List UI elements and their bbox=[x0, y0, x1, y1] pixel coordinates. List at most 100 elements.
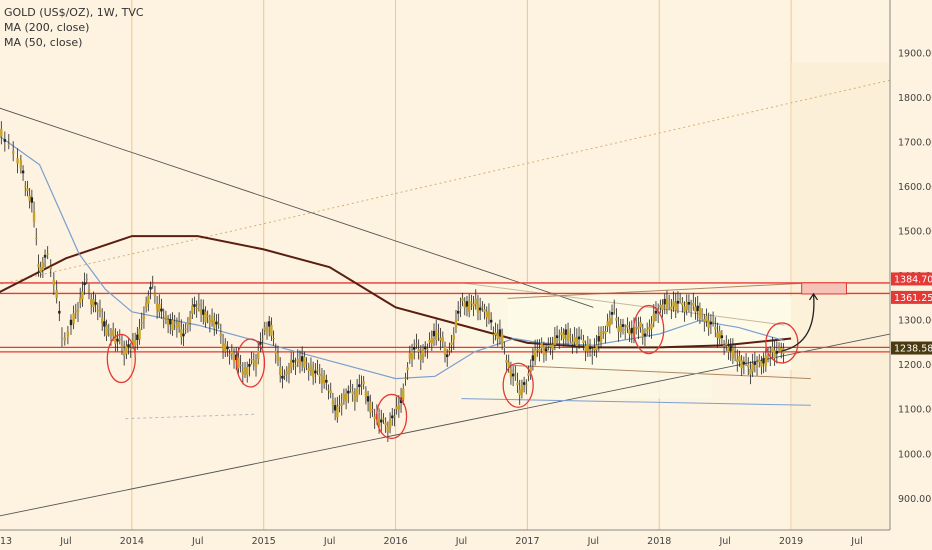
channel-line bbox=[461, 282, 785, 326]
candle-body bbox=[424, 346, 427, 350]
legend-symbol: GOLD (US$/OZ), 1W, TVC bbox=[4, 6, 144, 19]
candle-body bbox=[142, 316, 146, 319]
candle-body bbox=[582, 340, 585, 343]
candle-body bbox=[558, 339, 561, 341]
channel-line bbox=[507, 282, 811, 299]
candle-body bbox=[753, 362, 757, 365]
candle-body bbox=[164, 316, 168, 319]
candle-body bbox=[342, 394, 346, 400]
candle-body bbox=[158, 304, 161, 313]
candle-body bbox=[316, 369, 319, 371]
candle-body bbox=[764, 355, 768, 367]
candle-body bbox=[118, 339, 121, 341]
candle-body bbox=[246, 366, 249, 376]
y-tick-label: 1800.00 bbox=[898, 93, 932, 104]
candle-body bbox=[195, 308, 198, 310]
candle-body bbox=[32, 211, 36, 223]
candle-body bbox=[577, 336, 581, 340]
candle-body bbox=[180, 329, 183, 338]
candle-body bbox=[549, 344, 552, 348]
candle-body bbox=[120, 344, 124, 348]
candle-body bbox=[564, 329, 568, 335]
annotation-circle bbox=[235, 338, 266, 388]
candle-body bbox=[494, 332, 497, 336]
candle-body bbox=[276, 355, 280, 361]
candle-body bbox=[602, 331, 605, 333]
candle-body bbox=[463, 302, 466, 308]
candle-body bbox=[107, 329, 110, 331]
candle-body bbox=[683, 306, 686, 312]
candle-body bbox=[621, 324, 625, 327]
candle-body bbox=[771, 346, 774, 353]
x-tick-label: Jul bbox=[850, 536, 862, 547]
y-tick-label: 1900.00 bbox=[898, 48, 932, 59]
candle-body bbox=[406, 367, 409, 371]
candle-body bbox=[358, 384, 361, 388]
candle-body bbox=[307, 368, 310, 371]
candle-body bbox=[272, 338, 275, 340]
future-area bbox=[791, 62, 890, 531]
candle-body bbox=[441, 336, 445, 343]
candle-body bbox=[382, 418, 385, 420]
candle-body bbox=[505, 360, 508, 363]
candle-body bbox=[419, 354, 423, 361]
candle-body bbox=[714, 326, 717, 330]
candle-body bbox=[395, 406, 398, 410]
candle-body bbox=[459, 307, 462, 309]
candle-body bbox=[353, 395, 357, 401]
candle-body bbox=[575, 338, 579, 347]
candle-body bbox=[3, 139, 7, 142]
candle-body bbox=[133, 340, 137, 346]
candle-body bbox=[670, 306, 673, 310]
candle-body bbox=[114, 335, 117, 344]
candle-body bbox=[197, 303, 201, 307]
candle-body bbox=[538, 348, 541, 352]
candle-body bbox=[318, 373, 321, 377]
candle-body bbox=[373, 416, 376, 420]
candle-body bbox=[551, 344, 554, 350]
target-arrow-head bbox=[808, 292, 819, 301]
candle-body bbox=[111, 330, 115, 336]
price-label-text: 1238.58 bbox=[894, 344, 932, 355]
candle-body bbox=[294, 365, 297, 367]
candle-body bbox=[720, 335, 724, 339]
x-tick-label: 2019 bbox=[779, 536, 803, 547]
candle-body bbox=[591, 354, 594, 356]
candle-body bbox=[257, 350, 260, 359]
candle-body bbox=[652, 313, 655, 322]
candle-body bbox=[74, 311, 78, 313]
candle-body bbox=[456, 310, 460, 314]
candle-body bbox=[749, 368, 752, 375]
x-tick-label: 2016 bbox=[383, 536, 407, 547]
candle-body bbox=[63, 337, 67, 341]
candle-body bbox=[439, 337, 442, 341]
candle-body bbox=[221, 343, 225, 350]
price-label-box bbox=[891, 272, 932, 286]
candle-body bbox=[716, 332, 719, 338]
candle-body bbox=[338, 404, 341, 406]
candle-body bbox=[289, 359, 293, 368]
candle-body bbox=[656, 313, 660, 315]
candle-body bbox=[250, 359, 253, 361]
candle-body bbox=[193, 304, 196, 307]
candle-body bbox=[391, 415, 394, 419]
x-tick-label: 2015 bbox=[252, 536, 276, 547]
candle-body bbox=[525, 384, 528, 386]
x-tick-label: 2018 bbox=[647, 536, 671, 547]
candle-body bbox=[692, 302, 695, 306]
candle-body bbox=[230, 351, 234, 355]
candle-body bbox=[573, 336, 576, 343]
candle-body bbox=[283, 374, 286, 376]
candle-body bbox=[210, 316, 214, 322]
candle-body bbox=[386, 426, 390, 433]
candle-body bbox=[426, 348, 429, 350]
candle-body bbox=[687, 301, 691, 305]
candle-body bbox=[39, 267, 42, 273]
candle-body bbox=[769, 353, 772, 357]
candle-body bbox=[100, 318, 104, 324]
candle-body bbox=[450, 342, 453, 346]
candle-body bbox=[155, 303, 159, 309]
target-box bbox=[801, 282, 847, 295]
candle-body bbox=[705, 316, 708, 322]
candle-body bbox=[369, 402, 372, 413]
